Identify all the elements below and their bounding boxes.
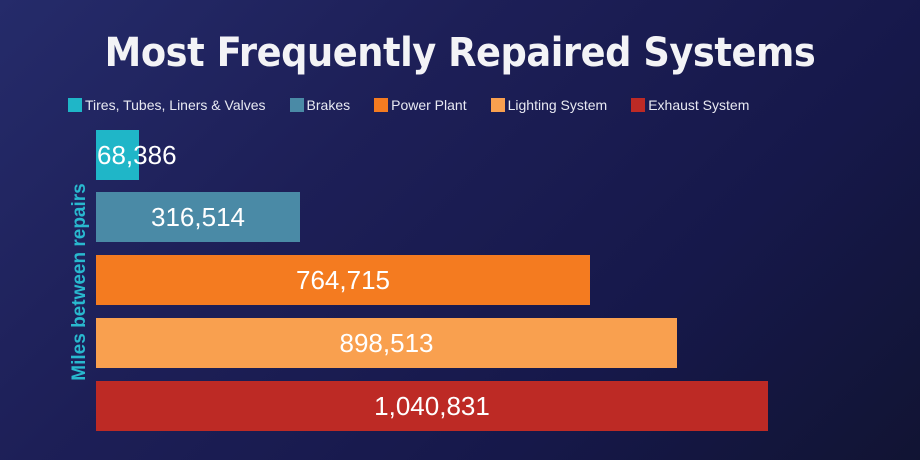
bar-brakes xyxy=(96,192,300,242)
bar-label-brakes: 316,514 xyxy=(151,202,245,232)
legend-label: Lighting System xyxy=(507,97,608,113)
legend: Tires, Tubes, Liners & Valves Brakes Pow… xyxy=(68,97,773,113)
bar-power-plant xyxy=(96,255,590,305)
bar-tires xyxy=(96,130,139,180)
legend-label: Power Plant xyxy=(391,97,467,113)
legend-swatch xyxy=(374,98,389,112)
bar-label-lighting: 898,513 xyxy=(339,328,434,358)
legend-item-brakes: Brakes xyxy=(289,97,351,113)
y-axis-label: Miles between repairs xyxy=(69,183,90,381)
legend-swatch xyxy=(490,98,505,112)
legend-item-power-plant: Power Plant xyxy=(374,97,467,113)
chart-title: Most Frequently Repaired Systems xyxy=(104,30,816,76)
bar-label-power-plant: 764,715 xyxy=(296,265,390,295)
legend-swatch xyxy=(68,98,82,112)
legend-item-exhaust: Exhaust System xyxy=(631,97,749,113)
legend-swatch xyxy=(289,98,304,112)
bar-label-tires: 68,386 xyxy=(97,140,177,170)
bar-label-exhaust: 1,040,831 xyxy=(374,391,490,421)
legend-item-tires: Tires, Tubes, Liners & Valves xyxy=(68,97,266,113)
legend-label: Tires, Tubes, Liners & Valves xyxy=(85,97,266,113)
legend-label: Exhaust System xyxy=(648,97,750,113)
legend-label: Brakes xyxy=(306,97,351,113)
bar-exhaust xyxy=(96,381,768,431)
legend-item-lighting: Lighting System xyxy=(490,97,608,113)
legend-swatch xyxy=(631,98,646,112)
bar-lighting xyxy=(96,318,677,368)
